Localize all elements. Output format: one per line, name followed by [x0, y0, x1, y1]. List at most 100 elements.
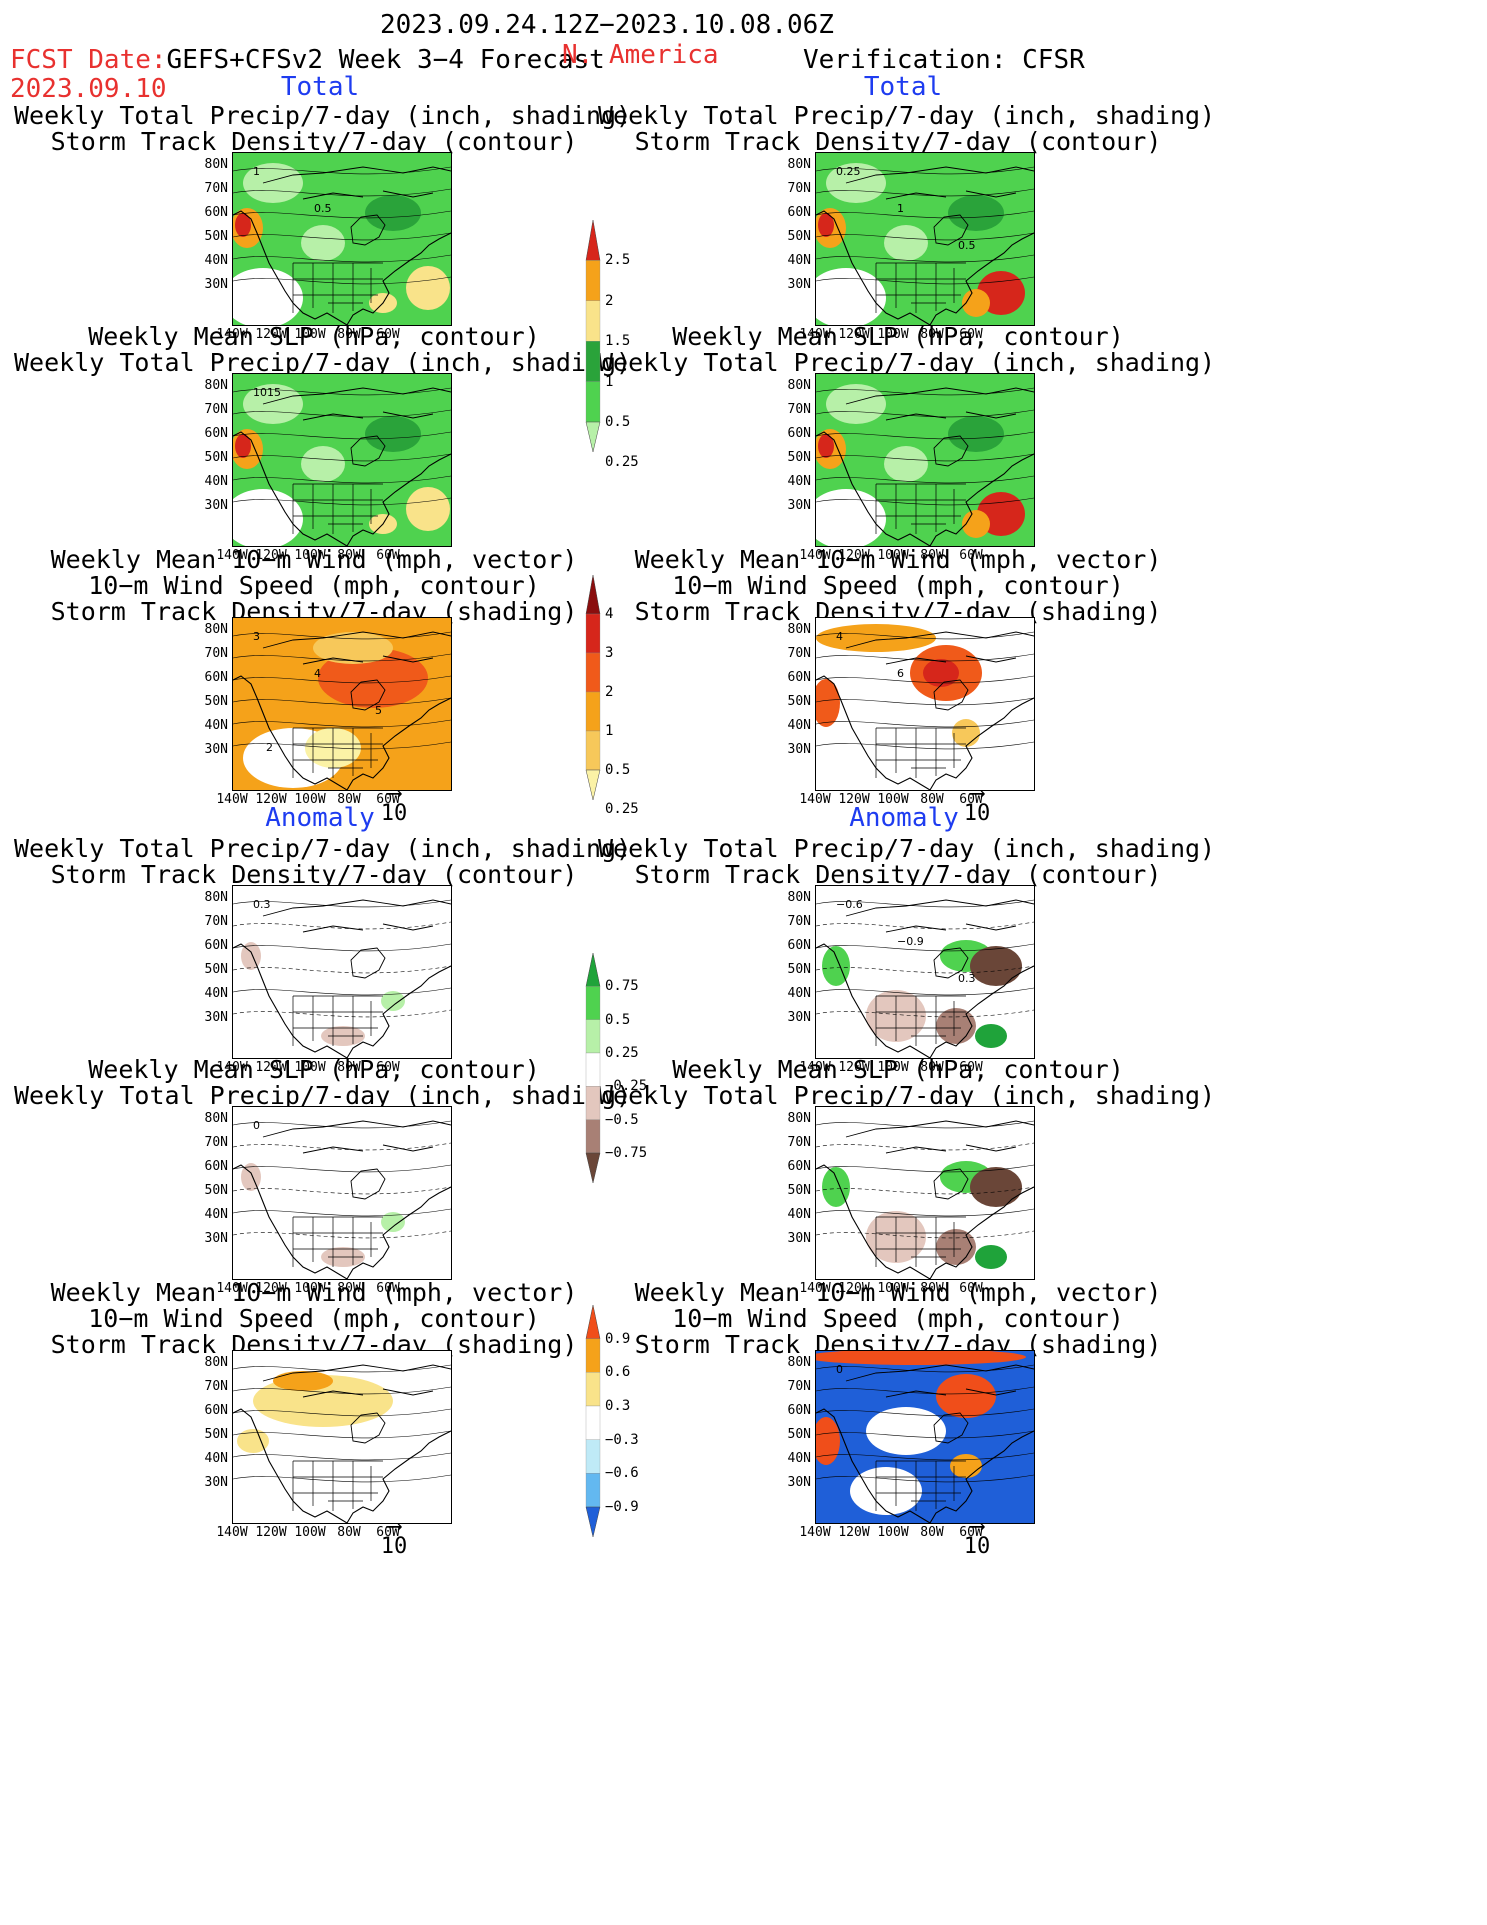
map-canvas: 1015 [233, 374, 451, 546]
lon-tick-label: 100W [877, 1060, 909, 1075]
contour-line [816, 921, 1034, 930]
contour-line [816, 653, 1034, 662]
vector-reference-value: 10 [963, 801, 991, 826]
hudson-bay-outline [933, 435, 969, 467]
colorbar-graphic [585, 1304, 601, 1538]
contour-line [233, 1474, 451, 1483]
lat-tick-label: 80N [787, 1355, 811, 1370]
lat-tick-label: 80N [204, 1111, 228, 1126]
lat-tick-label: 80N [204, 622, 228, 637]
lon-tick-label: 80W [337, 1281, 361, 1296]
lat-tick-label: 60N [204, 1159, 228, 1174]
heavy-precip-area [406, 266, 450, 310]
contour-line [816, 232, 1034, 241]
wet-anomaly-area [975, 1024, 1007, 1048]
state-borders [875, 727, 966, 778]
colorbar-label: 1 [605, 723, 614, 739]
moderate-precip-area [948, 416, 1004, 452]
colorbar-segment [585, 986, 601, 1020]
vector-reference-value: 10 [963, 1534, 991, 1559]
storm-density-area [923, 659, 959, 687]
title-line: Weekly Mean 10−m Wind (mph, vector) [634, 1278, 1162, 1307]
positive-anomaly-area [936, 1374, 996, 1418]
title-verif-anom-precip: Weekly Total Precip/7-day (inch, shading… [598, 836, 1215, 889]
contour-line [816, 1386, 1034, 1395]
title-line: Weekly Mean SLP (hPa, contour) [672, 1055, 1124, 1084]
colorbar-graphic [585, 952, 601, 1184]
title-line: Weekly Total Precip/7-day (inch, shading… [598, 101, 1216, 130]
lon-tick-label: 80W [920, 548, 944, 563]
coastline [816, 675, 1034, 790]
moderate-precip-area [365, 416, 421, 452]
neutral-area [866, 1407, 946, 1455]
contour-line [816, 166, 1034, 175]
arctic-coastline [845, 899, 1034, 933]
map-forecast-anom-precip: 0.3 [232, 885, 452, 1059]
title-line: Storm Track Density/7-day (contour) [634, 860, 1162, 889]
hudson-bay-outline [350, 947, 386, 979]
colorbar-segment [585, 613, 601, 654]
colorbar-label: 0.6 [605, 1364, 631, 1381]
positive-anomaly-area [816, 1351, 1026, 1365]
contour-line [233, 210, 451, 219]
colorbar-anom-storm-density: 0.9 0.6 0.3 −0.3 −0.6 −0.9 [585, 1304, 665, 1538]
colorbar-segment [585, 1405, 601, 1440]
dry-anomaly-area [936, 1008, 976, 1044]
contour-line [233, 631, 451, 640]
lat-tick-label: 70N [787, 1135, 811, 1150]
lon-tick-label: 60W [376, 327, 400, 342]
fcst-date-label: FCST Date: [10, 45, 167, 75]
storm-density-area [313, 632, 393, 664]
contour-line [233, 475, 451, 484]
lat-tick-label: 70N [787, 646, 811, 661]
lat-tick-label: 50N [787, 694, 811, 709]
lon-tick-label: 120W [838, 1525, 870, 1540]
colorbar-label: −0.3 [605, 1431, 639, 1448]
lon-tick-label: 60W [376, 792, 400, 807]
lon-tick-label: 140W [799, 327, 831, 342]
state-borders [875, 1216, 966, 1267]
map-canvas: −0.6 −0.9 0.3 [816, 886, 1034, 1058]
title-line: Storm Track Density/7-day (contour) [50, 127, 578, 156]
title-line: Weekly Mean SLP (hPa, contour) [88, 322, 540, 351]
lat-tick-label: 30N [787, 1010, 811, 1025]
lat-tick-label: 80N [787, 1111, 811, 1126]
contour-line [816, 409, 1034, 418]
map-verif-total-slp [815, 373, 1035, 547]
lat-tick-label: 40N [787, 1451, 811, 1466]
contour-line [233, 1430, 451, 1439]
lon-tick-label: 100W [877, 327, 909, 342]
light-precip-area [826, 384, 886, 424]
contour-line [816, 1452, 1034, 1461]
contour-line [233, 899, 451, 908]
section-total-right: Total [863, 72, 943, 102]
lat-tick-label: 50N [787, 1427, 811, 1442]
contour-label: −0.9 [897, 935, 924, 948]
title-line: Weekly Mean SLP (hPa, contour) [672, 322, 1124, 351]
contour-label: 0.5 [314, 202, 332, 215]
contour-label: −0.6 [836, 898, 863, 911]
lon-tick-label: 140W [799, 1060, 831, 1075]
lat-tick-label: 60N [787, 426, 811, 441]
contour-line [816, 697, 1034, 706]
lon-tick-label: 60W [959, 1060, 983, 1075]
lon-tick-label: 120W [255, 1525, 287, 1540]
dry-area [233, 268, 303, 325]
wet-anomaly-area [975, 1245, 1007, 1269]
coastline [233, 210, 451, 325]
lon-tick-label: 100W [877, 1525, 909, 1540]
lat-tick-label: 70N [787, 181, 811, 196]
dry-area [816, 489, 886, 546]
contour-line [233, 188, 451, 197]
arctic-coastline [845, 166, 1034, 200]
light-precip-area [884, 446, 928, 482]
dry-area [816, 268, 886, 325]
lat-tick-label: 30N [787, 1475, 811, 1490]
map-forecast-anom-wind [232, 1350, 452, 1524]
contour-label: 1 [253, 165, 260, 178]
hudson-bay-outline [933, 1412, 969, 1444]
contour-line [233, 943, 451, 952]
hudson-bay-outline [933, 214, 969, 246]
heavy-precip-area [962, 510, 990, 538]
dry-area [233, 489, 303, 546]
